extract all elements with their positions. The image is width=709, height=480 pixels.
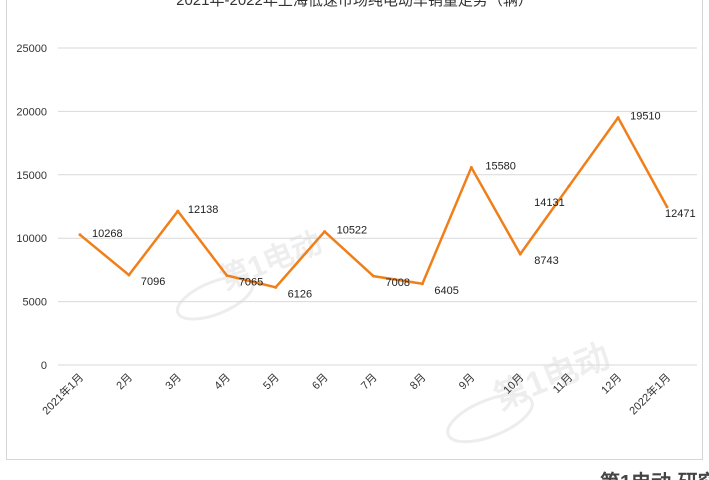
data-point: [127, 273, 131, 277]
footer-logo-text: 第1电动·研究院: [600, 470, 709, 480]
data-point: [616, 116, 620, 120]
chart-frame: [6, 0, 703, 460]
data-label: 7096: [141, 276, 165, 288]
y-tick-label: 0: [41, 360, 47, 372]
data-label: 6405: [434, 285, 458, 297]
gridlines: [58, 47, 697, 366]
data-labels: 10268 7096 12138 7065 6126 10522 7008 6405 15580…: [92, 111, 696, 301]
y-axis: 0 5000 10000 15000 20000 25000: [16, 43, 47, 372]
data-label: 7008: [386, 277, 410, 289]
y-tick-label: 10000: [16, 233, 47, 245]
data-label: 19510: [630, 111, 661, 123]
data-label: 12138: [188, 204, 219, 216]
x-tick-label: 2021年1月: [39, 370, 86, 417]
watermark-logo: 第1电动: [489, 337, 615, 418]
data-point: [420, 282, 424, 286]
data-point: [518, 252, 522, 256]
data-point: [567, 184, 571, 188]
watermark-car-icon: [446, 392, 534, 444]
data-point: [225, 273, 229, 277]
data-label: 14131: [534, 197, 565, 209]
watermark-group: 第1电动第1电动第1电动·研究院: [175, 225, 709, 480]
y-tick-label: 25000: [16, 43, 47, 55]
data-point: [372, 274, 375, 278]
y-tick-label: 15000: [16, 170, 47, 182]
series-line: [79, 116, 669, 289]
x-tick-label: 2022年1月: [626, 370, 673, 417]
x-tick-label: 2月: [114, 372, 135, 393]
x-tick-label: 8月: [408, 372, 429, 393]
series-group: [78, 116, 669, 289]
x-tick-label: 3月: [163, 372, 184, 393]
data-label: 8743: [534, 255, 558, 267]
watermark-car-icon: [175, 275, 255, 321]
data-label: 12471: [665, 208, 696, 220]
y-tick-label: 5000: [23, 297, 47, 309]
data-point: [469, 165, 473, 169]
x-tick-label: 7月: [359, 372, 380, 393]
data-point: [78, 233, 82, 237]
data-label: 7065: [239, 276, 263, 288]
data-point: [323, 230, 327, 234]
data-point: [176, 209, 180, 213]
data-point: [274, 285, 278, 289]
x-tick-label: 4月: [212, 372, 233, 393]
data-point: [665, 205, 669, 209]
data-label: 15580: [485, 160, 516, 172]
x-tick-label: 9月: [457, 372, 478, 393]
y-tick-label: 20000: [16, 106, 47, 118]
data-label: 6126: [288, 288, 312, 300]
x-tick-label: 5月: [261, 372, 282, 393]
data-label: 10522: [337, 225, 368, 237]
x-tick-label: 6月: [310, 372, 331, 393]
chart-title: 2021年-2022年上海低速市场纯电动车销量走势（辆）: [176, 0, 533, 9]
data-label: 10268: [92, 228, 123, 240]
